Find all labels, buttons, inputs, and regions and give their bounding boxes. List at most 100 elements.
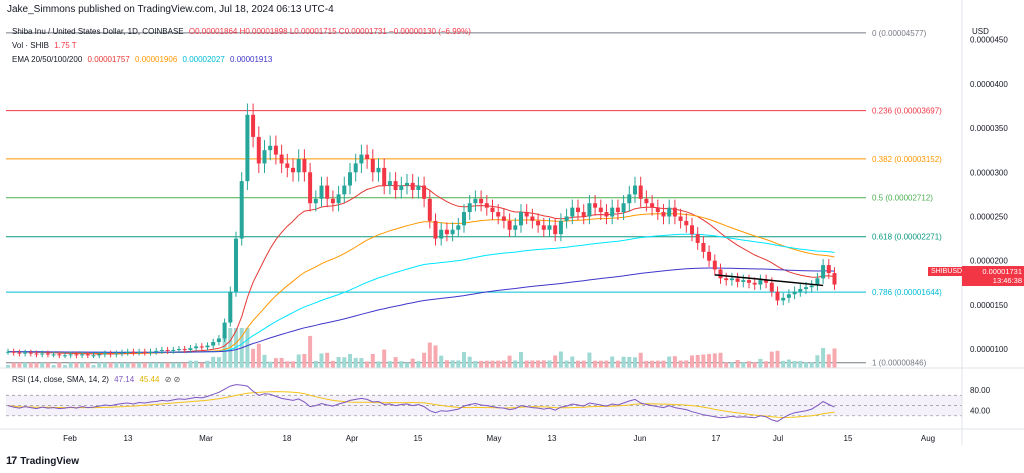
volume-bar (809, 362, 814, 368)
candle-body (177, 349, 181, 351)
volume-bar (131, 362, 136, 368)
fibonacci-levels: 0 (0.00004577) 0.236 (0.00003697) 0.382 (0… (6, 29, 942, 368)
candle-body (490, 207, 495, 213)
volume-bar (718, 352, 723, 368)
candle-body (690, 225, 694, 235)
volume-bar (268, 361, 273, 368)
candle-body (57, 354, 62, 356)
price-tick-label: 0.0000300 (970, 168, 1008, 177)
volume-bar (473, 360, 478, 368)
symbol-title: Shiba Inu / United States Dollar, 1D, CO… (12, 27, 184, 36)
time-tick-label: 13 (124, 434, 133, 443)
candle-body (804, 287, 808, 289)
volume-bar (792, 361, 797, 368)
candle-body (735, 278, 740, 282)
candle-body (359, 154, 364, 164)
volume-bar (405, 362, 409, 368)
fib-level-label: 1 (0.00000846) (872, 359, 927, 368)
volume-bar (519, 352, 523, 368)
volume-bar (376, 361, 381, 368)
volume-bar (667, 356, 672, 368)
ohlc-values: O0.00001864 H0.00001898 L0.00001715 C0.0… (188, 27, 471, 36)
volume-bar (353, 357, 358, 368)
time-tick-label: Mar (199, 434, 213, 443)
volume-bar (216, 357, 221, 368)
volume-bar (234, 328, 238, 368)
rsi-label: RSI (14, close, SMA, 14, 2) (12, 375, 109, 384)
candle-body (376, 167, 381, 173)
candle-body (661, 212, 666, 217)
candle-body (684, 220, 689, 226)
volume-bar (490, 360, 495, 368)
candle-body (205, 345, 210, 348)
candle-body (251, 114, 256, 137)
volume-bar (142, 362, 147, 368)
ema-lines (7, 184, 835, 355)
candle-body (194, 346, 199, 349)
candle-body (114, 353, 119, 355)
candle-body (513, 225, 518, 230)
price-tick-label: 0.0000350 (970, 124, 1008, 133)
candle-body (758, 280, 763, 285)
volume-bar (137, 362, 142, 368)
candle-body (11, 351, 16, 353)
candle-body (365, 154, 370, 160)
volume-bar (80, 362, 85, 368)
candle-body (598, 207, 603, 213)
volume-bar (251, 348, 256, 368)
candle-body (348, 172, 352, 186)
volume-bar (672, 356, 677, 368)
candle-body (325, 185, 330, 199)
volume-bar (684, 360, 689, 368)
volume-bar (450, 360, 455, 368)
last-price-tag: 0.00001731 13:46:38 (962, 266, 1024, 286)
volume-bar (467, 356, 472, 368)
fib-level-label: 0.786 (0.00001644) (872, 288, 942, 297)
volume-bar (256, 343, 261, 368)
brand-name: TradingView (20, 455, 79, 467)
volume-bar (313, 360, 318, 368)
volume-bar (11, 362, 16, 368)
rsi-legend[interactable]: RSI (14, close, SMA, 14, 2) 47.14 45.44 … (12, 375, 183, 384)
fib-level-label: 0.236 (0.00003697) (872, 107, 942, 116)
volume-bar (382, 349, 387, 368)
volume-bar (370, 354, 375, 368)
volume-bar (120, 362, 124, 368)
candle-body (222, 322, 227, 339)
candle-body (273, 145, 278, 155)
candle-body (462, 212, 466, 226)
ema-row[interactable]: EMA 20/50/100/200 0.00001757 0.00001906 … (12, 53, 471, 67)
price-tick-label: 0.0000100 (970, 345, 1008, 354)
volume-bar (308, 335, 313, 368)
bar-countdown: 13:46:38 (992, 276, 1022, 285)
volume-bar (775, 350, 780, 368)
footer-brand[interactable]: 17 TradingView (6, 455, 79, 467)
rsi-tick-label: 80.00 (970, 386, 991, 395)
candle-body (256, 136, 261, 164)
volume-bar (507, 355, 512, 368)
rsi-value: 47.14 (114, 375, 135, 384)
candle-body (387, 181, 392, 186)
candle-body (427, 198, 432, 221)
candle-body (729, 278, 734, 281)
volume-bar (701, 354, 706, 368)
volume-bar (45, 362, 50, 368)
candle-body (142, 351, 147, 353)
volume-bar (125, 362, 130, 368)
volume-bar (97, 362, 102, 368)
volume-row[interactable]: Vol · SHIB 1.75 T (12, 39, 471, 53)
candle-body (479, 198, 484, 204)
volume-bar (194, 360, 199, 368)
price-tick-label: 0.0000450 (970, 36, 1008, 45)
candle-body (712, 260, 717, 270)
ema100-value: 0.00002027 (182, 55, 225, 64)
eye-icon[interactable]: ⊘ ⊘ (164, 375, 181, 384)
volume-bar (393, 357, 398, 368)
trendline (714, 274, 824, 287)
volume-bar (154, 362, 159, 368)
symbol-row[interactable]: Shiba Inu / United States Dollar, 1D, CO… (12, 25, 471, 39)
candle-body (171, 349, 176, 351)
candle-body (188, 348, 193, 350)
candle-body (467, 203, 472, 213)
